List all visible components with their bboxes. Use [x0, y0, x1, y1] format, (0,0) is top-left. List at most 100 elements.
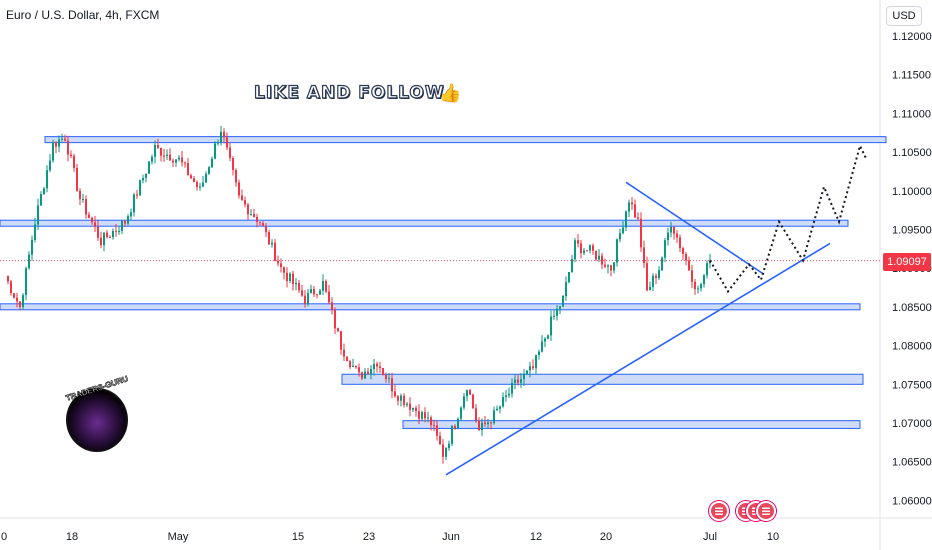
candle-body — [478, 420, 480, 431]
candle-body — [349, 361, 351, 368]
candle-body — [442, 444, 444, 457]
candle-body — [220, 131, 222, 143]
time-axis-tick-label: 12 — [530, 531, 542, 543]
economic-event-flag-icon[interactable] — [756, 501, 776, 521]
candle-body — [457, 418, 459, 429]
candle-body — [682, 248, 684, 254]
price-axis-tick-label: 1.08500 — [892, 302, 932, 314]
candle-body — [598, 255, 600, 260]
candle-body — [202, 182, 204, 187]
candle-body — [184, 162, 186, 164]
time-axis-tick-label: May — [168, 531, 189, 543]
candle-body — [241, 195, 243, 201]
candle-body — [634, 204, 636, 218]
candle-body — [73, 155, 75, 168]
candle-body — [49, 160, 51, 171]
candle-body — [484, 422, 486, 425]
trendline — [445, 242, 831, 476]
candle-body — [574, 240, 576, 260]
support-resistance-zone — [341, 373, 864, 385]
candle-body — [655, 275, 657, 278]
candle-body — [364, 371, 366, 379]
candle-body — [265, 226, 267, 233]
candle-body — [475, 408, 477, 421]
candle-body — [145, 173, 147, 179]
candle-body — [85, 198, 87, 215]
candle-body — [391, 378, 393, 392]
candle-body — [541, 341, 543, 352]
candle-body — [283, 267, 285, 273]
candle-body — [622, 227, 624, 234]
time-axis-tick-label: 20 — [600, 531, 612, 543]
candle-body — [253, 213, 255, 217]
candle-body — [64, 138, 66, 141]
candle-body — [337, 328, 339, 332]
candle-body — [628, 202, 630, 212]
candle-body — [169, 154, 171, 161]
candle-body — [91, 217, 93, 223]
economic-event-flag-icon[interactable] — [709, 501, 729, 521]
candle-body — [565, 282, 567, 297]
candle-body — [694, 281, 696, 290]
candle-body — [151, 156, 153, 162]
current-price-tag: 1.09097 — [883, 253, 931, 271]
candle-body — [355, 365, 357, 368]
candle-body — [580, 243, 582, 254]
candle-body — [268, 232, 270, 245]
candle-body — [154, 145, 156, 157]
candle-body — [556, 308, 558, 316]
candle-body — [358, 367, 360, 373]
candle-body — [403, 395, 405, 405]
candle-body — [481, 422, 483, 431]
candle-body — [7, 276, 9, 282]
candle-body — [652, 275, 654, 287]
candle-body — [52, 142, 54, 161]
candle-body — [496, 408, 498, 411]
candle-body — [394, 391, 396, 397]
candle-body — [706, 263, 708, 276]
candle-body — [568, 272, 570, 283]
candle-body — [259, 221, 261, 224]
candle-body — [37, 205, 39, 225]
candle-body — [205, 173, 207, 183]
candle-body — [304, 295, 306, 304]
candle-body — [103, 232, 105, 246]
candle-body — [97, 226, 99, 238]
candle-body — [529, 366, 531, 371]
candle-body — [46, 170, 48, 189]
candle-body — [238, 182, 240, 196]
candle-body — [460, 407, 462, 419]
candle-body — [559, 306, 561, 309]
candle-body — [595, 250, 597, 260]
candle-body — [10, 281, 12, 294]
price-axis-tick-label: 1.09500 — [892, 225, 932, 237]
candle-body — [61, 138, 63, 140]
candle-body — [427, 417, 429, 419]
candle-body — [640, 218, 642, 248]
candle-body — [298, 282, 300, 291]
candle-body — [271, 242, 273, 245]
candle-body — [148, 161, 150, 174]
candle-body — [586, 250, 588, 252]
candle-body — [58, 139, 60, 147]
candle-body — [277, 261, 279, 264]
candle-body — [667, 232, 669, 241]
time-axis-tick-label: Jun — [442, 531, 460, 543]
candle-body — [583, 250, 585, 254]
support-resistance-zone — [0, 219, 849, 227]
symbol-title[interactable]: Euro / U.S. Dollar, 4h, FXCM — [6, 8, 160, 22]
candle-body — [163, 155, 165, 157]
candle-body — [115, 230, 117, 232]
candle-body — [160, 147, 162, 156]
candle-body — [130, 212, 132, 217]
candle-body — [688, 260, 690, 271]
candle-body — [466, 390, 468, 397]
currency-button[interactable]: USD — [886, 6, 922, 26]
candle-body — [286, 272, 288, 282]
price-axis-tick-label: 1.06000 — [892, 495, 932, 507]
candle-body — [232, 157, 234, 171]
candle-body — [34, 224, 36, 240]
candle-body — [436, 425, 438, 436]
candle-body — [331, 302, 333, 311]
